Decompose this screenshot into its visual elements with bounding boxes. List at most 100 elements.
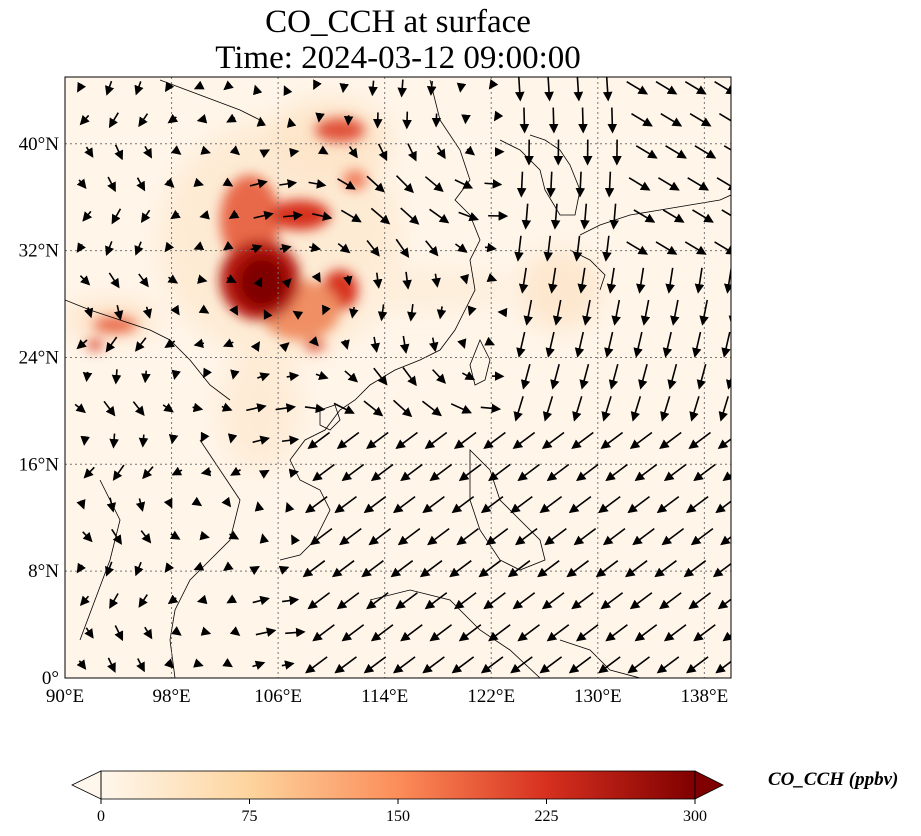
wind-arrow <box>315 370 329 381</box>
wind-arrow <box>140 530 152 544</box>
wind-arrow <box>456 82 467 93</box>
wind-arrow <box>546 624 570 642</box>
map-frame <box>64 76 732 679</box>
wind-arrow <box>114 144 124 161</box>
colorbar-tick-label: 150 <box>386 808 410 825</box>
wind-arrow <box>546 463 570 482</box>
wind-arrow <box>686 656 709 674</box>
wind-arrow <box>721 331 731 358</box>
wind-arrow <box>200 431 210 443</box>
wind-arrow <box>714 80 731 95</box>
wind-arrow <box>510 495 533 514</box>
wind-arrow <box>633 209 656 223</box>
wind-arrow <box>605 463 628 482</box>
wind-arrow <box>550 203 561 230</box>
wind-arrow <box>629 431 653 450</box>
wind-arrow <box>544 527 567 546</box>
wind-arrow <box>370 463 394 482</box>
wind-arrow <box>253 210 274 221</box>
wind-arrow <box>340 209 362 223</box>
wind-arrow <box>203 367 212 379</box>
wind-arrow <box>638 363 648 390</box>
wind-arrow <box>607 107 618 134</box>
wind-arrow <box>579 363 590 390</box>
wind-arrow <box>105 80 115 96</box>
wind-arrow <box>289 147 300 158</box>
wind-arrow <box>429 463 453 482</box>
wind-arrow <box>200 145 211 155</box>
wind-arrow <box>105 241 115 257</box>
wind-arrow <box>483 431 506 450</box>
wind-arrow <box>143 145 152 159</box>
wind-arrow <box>341 624 365 642</box>
wind-arrow <box>392 399 413 418</box>
wind-arrow <box>304 403 326 414</box>
wind-arrow <box>684 80 707 95</box>
wind-arrow <box>344 370 359 383</box>
wind-arrow <box>171 466 183 476</box>
lon-tick-label: 90°E <box>46 686 84 707</box>
wind-arrow <box>259 533 270 544</box>
wind-arrow <box>517 624 540 642</box>
lon-tick-label: 130°E <box>574 686 622 707</box>
wind-arrow <box>167 274 179 284</box>
wind-arrow <box>464 145 476 156</box>
wind-arrow <box>108 112 119 129</box>
wind-arrow <box>307 592 331 610</box>
wind-arrow <box>258 469 270 479</box>
wind-arrow <box>164 562 175 573</box>
wind-arrow <box>197 274 208 284</box>
wind-arrow <box>74 403 86 414</box>
wind-arrow <box>407 303 417 322</box>
wind-vectors <box>74 77 731 674</box>
wind-arrow <box>544 77 554 102</box>
wind-arrow <box>368 527 392 546</box>
wind-arrow <box>609 203 620 230</box>
wind-arrow <box>370 207 391 225</box>
wind-arrow <box>516 171 527 198</box>
wind-arrow <box>699 299 709 326</box>
wind-arrow <box>191 496 203 507</box>
wind-arrow <box>684 241 707 255</box>
wind-arrow <box>281 278 292 289</box>
wind-arrow <box>712 562 731 578</box>
wind-arrow <box>222 658 233 668</box>
wind-arrow <box>436 306 447 320</box>
wind-arrow <box>424 431 448 450</box>
colorbar-tick-label: 300 <box>683 808 707 825</box>
wind-arrow <box>450 403 472 414</box>
wind-arrow <box>196 594 208 605</box>
wind-arrow <box>339 82 349 94</box>
lon-tick-label: 106°E <box>254 686 302 707</box>
wind-arrow <box>377 143 388 162</box>
wind-arrow <box>451 495 475 514</box>
wind-arrow <box>574 331 585 358</box>
wind-arrow <box>163 497 173 509</box>
wind-arrow <box>136 658 145 673</box>
wind-arrow <box>632 527 655 546</box>
wind-arrow <box>282 210 304 221</box>
wind-arrow <box>392 656 416 674</box>
wind-arrow <box>134 81 144 96</box>
wind-arrow <box>103 400 116 417</box>
wind-arrow <box>454 179 474 189</box>
wind-arrow <box>625 560 648 578</box>
wind-arrow <box>573 77 584 102</box>
wind-arrow <box>454 243 468 253</box>
wind-arrow <box>136 177 146 192</box>
wind-arrow <box>402 271 412 290</box>
wind-arrow <box>167 113 179 124</box>
wind-arrow <box>628 177 651 191</box>
wind-arrow <box>436 145 446 160</box>
wind-arrow <box>686 495 709 514</box>
wind-arrow <box>308 179 327 189</box>
wind-arrow <box>309 242 322 253</box>
wind-arrow <box>308 336 319 347</box>
wind-arrow <box>683 560 707 578</box>
wind-arrow <box>488 79 499 90</box>
wind-arrow <box>395 592 418 610</box>
wind-arrow <box>689 113 712 127</box>
wind-arrow <box>539 656 563 674</box>
wind-arrow <box>571 592 594 610</box>
